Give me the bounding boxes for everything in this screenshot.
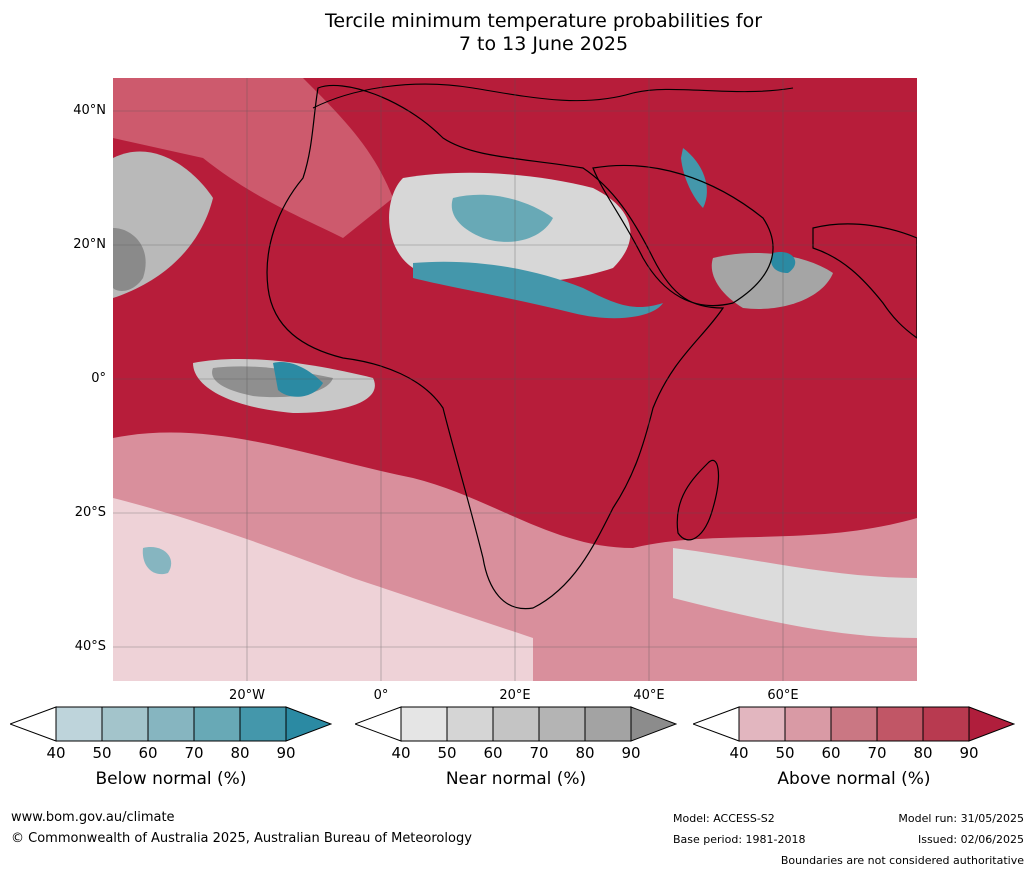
colorbar-near-tick: 90 bbox=[621, 744, 641, 762]
colorbar-near-swatches bbox=[353, 706, 678, 742]
colorbar-above-tick: 40 bbox=[729, 744, 749, 762]
colorbar-above-tick: 50 bbox=[775, 744, 795, 762]
title-line-1: Tercile minimum temperature probabilitie… bbox=[324, 10, 763, 32]
colorbar-near-tick: 60 bbox=[483, 744, 503, 762]
lon-label-20e: 20°E bbox=[499, 688, 531, 703]
colorbar-near-normal: 40 50 60 70 80 90 Near normal (%) bbox=[353, 706, 678, 789]
map-title: Tercile minimum temperature probabilitie… bbox=[0, 10, 1035, 56]
colorbar-near-label: Near normal (%) bbox=[445, 769, 587, 789]
lon-label-0: 0° bbox=[373, 688, 389, 703]
colorbar-below-swatches bbox=[8, 706, 333, 742]
lat-label-40s: 40°S bbox=[74, 639, 106, 654]
colorbar-above-swatches bbox=[691, 706, 1016, 742]
lon-label-40e: 40°E bbox=[633, 688, 665, 703]
colorbar-above-tick: 70 bbox=[867, 744, 887, 762]
colorbar-near-tick: 70 bbox=[529, 744, 549, 762]
lat-label-20s: 20°S bbox=[74, 505, 106, 520]
colorbar-near-tick: 80 bbox=[575, 744, 595, 762]
model-run: Model run: 31/05/2025 bbox=[898, 812, 1024, 825]
colorbar-above-label: Above normal (%) bbox=[777, 769, 931, 789]
copyright-text: © Commonwealth of Australia 2025, Austra… bbox=[11, 831, 472, 846]
boundary-disclaimer: Boundaries are not considered authoritat… bbox=[780, 854, 1024, 867]
title-line-2: 7 to 13 June 2025 bbox=[458, 33, 629, 55]
colorbar-above-normal: 40 50 60 70 80 90 Above normal (%) bbox=[691, 706, 1016, 789]
colorbar-below-tick: 60 bbox=[138, 744, 158, 762]
colorbar-below-tick: 70 bbox=[184, 744, 204, 762]
website-link[interactable]: www.bom.gov.au/climate bbox=[11, 810, 175, 825]
colorbar-above-tick: 60 bbox=[821, 744, 841, 762]
base-period: Base period: 1981-2018 bbox=[673, 833, 806, 846]
colorbar-near-tick: 50 bbox=[437, 744, 457, 762]
model-name: Model: ACCESS-S2 bbox=[673, 812, 775, 825]
probability-map bbox=[113, 78, 917, 681]
lat-label-40n: 40°N bbox=[73, 103, 106, 118]
lon-label-20w: 20°W bbox=[229, 688, 265, 703]
colorbar-below-tick: 50 bbox=[92, 744, 112, 762]
colorbar-below-tick: 40 bbox=[46, 744, 66, 762]
colorbar-below-normal: 40 50 60 70 80 90 Below normal (%) bbox=[8, 706, 333, 789]
colorbar-above-tick: 90 bbox=[959, 744, 979, 762]
colorbar-below-tick: 90 bbox=[276, 744, 296, 762]
map-canvas bbox=[113, 78, 917, 681]
lat-label-20n: 20°N bbox=[73, 237, 106, 252]
colorbar-below-label: Below normal (%) bbox=[95, 769, 247, 789]
lon-label-60e: 60°E bbox=[767, 688, 799, 703]
colorbar-above-tick: 80 bbox=[913, 744, 933, 762]
colorbar-near-tick: 40 bbox=[391, 744, 411, 762]
issued-date: Issued: 02/06/2025 bbox=[917, 833, 1024, 846]
colorbar-below-tick: 80 bbox=[230, 744, 250, 762]
lat-label-equator: 0° bbox=[91, 371, 106, 386]
